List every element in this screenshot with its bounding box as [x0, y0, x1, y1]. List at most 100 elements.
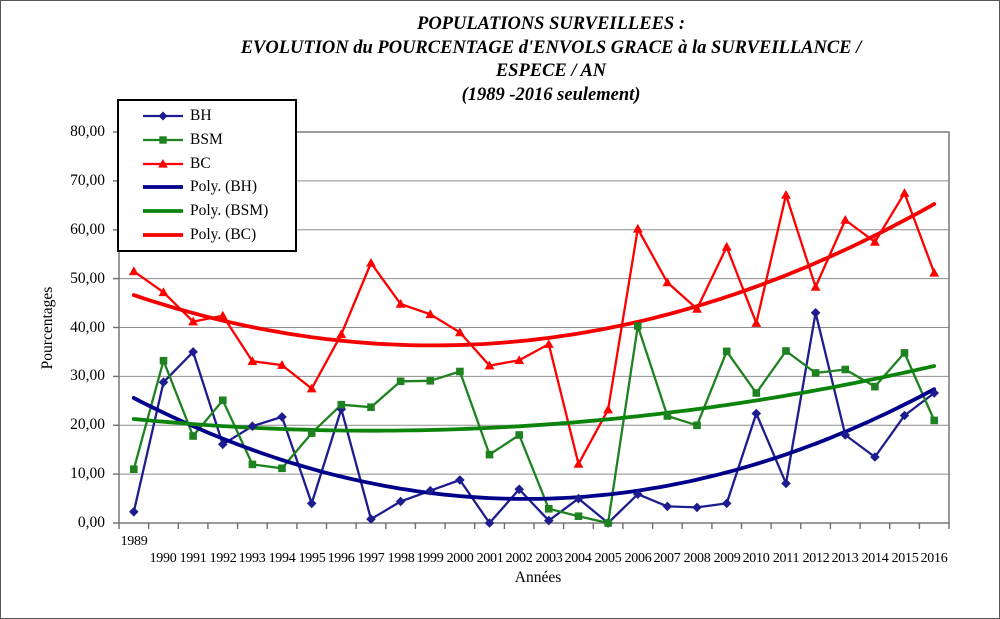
x-tick-label: 2012: [802, 551, 830, 566]
data-point-bc: [929, 267, 940, 277]
x-tick-label: 2010: [742, 551, 770, 566]
data-point-bsm: [900, 349, 909, 357]
data-point-bsm: [485, 450, 494, 459]
data-point-bsm: [841, 365, 850, 374]
data-point-bsm: [545, 505, 553, 513]
data-point-bc: [425, 309, 436, 319]
title-line-3: ESPECE / AN: [495, 61, 607, 81]
data-point-bsm: [722, 347, 731, 356]
data-point-bc: [306, 383, 317, 393]
x-tick-label: 1991: [179, 551, 207, 566]
data-point-bc: [543, 339, 554, 348]
x-tick-label: 2007: [653, 551, 681, 566]
data-point-bh: [395, 496, 406, 507]
x-tick-label: 1998: [387, 551, 415, 566]
data-point-bc: [840, 215, 851, 224]
x-tick-label: 2006: [624, 551, 652, 566]
data-point-bsm: [456, 367, 464, 376]
data-point-bh: [870, 452, 880, 462]
x-tick-label: 2014: [861, 551, 889, 566]
data-point-bc: [217, 310, 228, 320]
legend-trendline-icon: [143, 209, 183, 214]
data-point-bh: [455, 475, 465, 485]
legend-item-label: BSM: [190, 130, 223, 148]
data-point-bh: [277, 412, 287, 422]
data-point-bh: [662, 501, 673, 512]
trendline-bh: [131, 387, 937, 501]
data-point-bsm: [159, 356, 168, 365]
data-point-bsm: [663, 412, 672, 420]
data-point-bh: [810, 308, 821, 318]
data-point-bsm: [693, 421, 701, 430]
data-point-bsm: [130, 465, 138, 473]
x-tick-label: 1993: [238, 551, 266, 566]
x-tick-label: 2009: [713, 551, 741, 566]
y-tick-label: 80,00: [70, 123, 105, 140]
data-point-bsm: [634, 322, 642, 330]
legend-trendline-icon: [143, 185, 183, 190]
data-point-bh: [751, 408, 762, 419]
data-point-bsm: [930, 416, 938, 425]
x-tick-label: 1997: [357, 551, 385, 566]
data-point-bh: [544, 515, 554, 526]
x-tick-label: 2002: [505, 551, 533, 566]
x-tick-label: 2008: [683, 551, 711, 566]
data-point-bsm: [515, 431, 523, 439]
data-point-bc: [277, 360, 287, 369]
x-tick-label: 1992: [209, 551, 237, 566]
data-point-bh: [306, 498, 317, 509]
data-point-bsm: [811, 369, 820, 377]
data-point-bh: [188, 347, 198, 357]
data-point-bc: [810, 281, 821, 291]
data-point-bh: [781, 478, 791, 489]
legend-item-label: BC: [190, 154, 211, 172]
series-line-bh: [132, 311, 935, 525]
y-tick-label: 40,00: [70, 319, 105, 336]
trendline-bc: [131, 202, 937, 348]
y-tick-label: 0,00: [77, 514, 105, 531]
legend: BH BSM BC Poly. (BH) Poly. (BSM) Poly. (BC): [117, 99, 297, 252]
title-line-2: EVOLUTION du POURCENTAGE d'ENVOLS GRACE …: [240, 37, 862, 58]
series-line-bsm: [132, 324, 936, 525]
y-tick-label: 60,00: [70, 221, 105, 238]
x-tick-label: 2013: [831, 551, 859, 566]
data-point-bsm: [337, 400, 346, 409]
legend-item: Poly. (BH): [141, 176, 295, 198]
x-tick-label: 2004: [564, 551, 592, 566]
data-point-bc: [336, 329, 347, 339]
legend-diamond-line-icon: [143, 111, 183, 121]
x-tick-label: 2000: [446, 551, 474, 566]
data-point-bc: [870, 237, 880, 246]
legend-item-label: Poly. (BC): [190, 226, 257, 244]
x-tick-label: 2003: [535, 551, 563, 566]
legend-square-line-icon: [143, 136, 183, 144]
legend-item-label: BH: [190, 106, 212, 124]
data-point-bc: [514, 355, 525, 364]
legend-item: BC: [141, 153, 295, 175]
data-point-bh: [633, 489, 643, 499]
title-line-1: POPULATIONS SURVEILLEES :: [417, 14, 685, 34]
data-point-bc: [128, 266, 139, 276]
title-line-4: (1989 -2016 seulement): [461, 84, 641, 105]
legend-item-label: Poly. (BH): [190, 178, 258, 196]
x-tick-label: 1994: [268, 551, 296, 566]
y-tick-label: 10,00: [70, 465, 105, 482]
data-point-bc: [395, 299, 406, 308]
data-point-bh: [899, 410, 910, 421]
legend-item: Poly. (BC): [141, 224, 295, 246]
trendline-bsm: [131, 364, 937, 433]
data-point-bh: [336, 404, 347, 414]
data-point-bc: [573, 458, 584, 468]
y-tick-label: 30,00: [70, 367, 105, 384]
x-tick-label: 1999: [416, 551, 444, 566]
data-point-bc: [247, 356, 258, 365]
chart-title: POPULATIONS SURVEILLEES : EVOLUTION du P…: [116, 13, 986, 107]
x-tick-label: 2016: [920, 551, 948, 566]
data-point-bsm: [396, 377, 405, 386]
data-point-bh: [692, 502, 702, 513]
legend-item: BSM: [141, 129, 295, 151]
data-point-bc: [188, 316, 198, 326]
data-point-bh: [721, 498, 732, 509]
data-point-bc: [603, 404, 613, 414]
data-point-bc: [632, 223, 643, 233]
